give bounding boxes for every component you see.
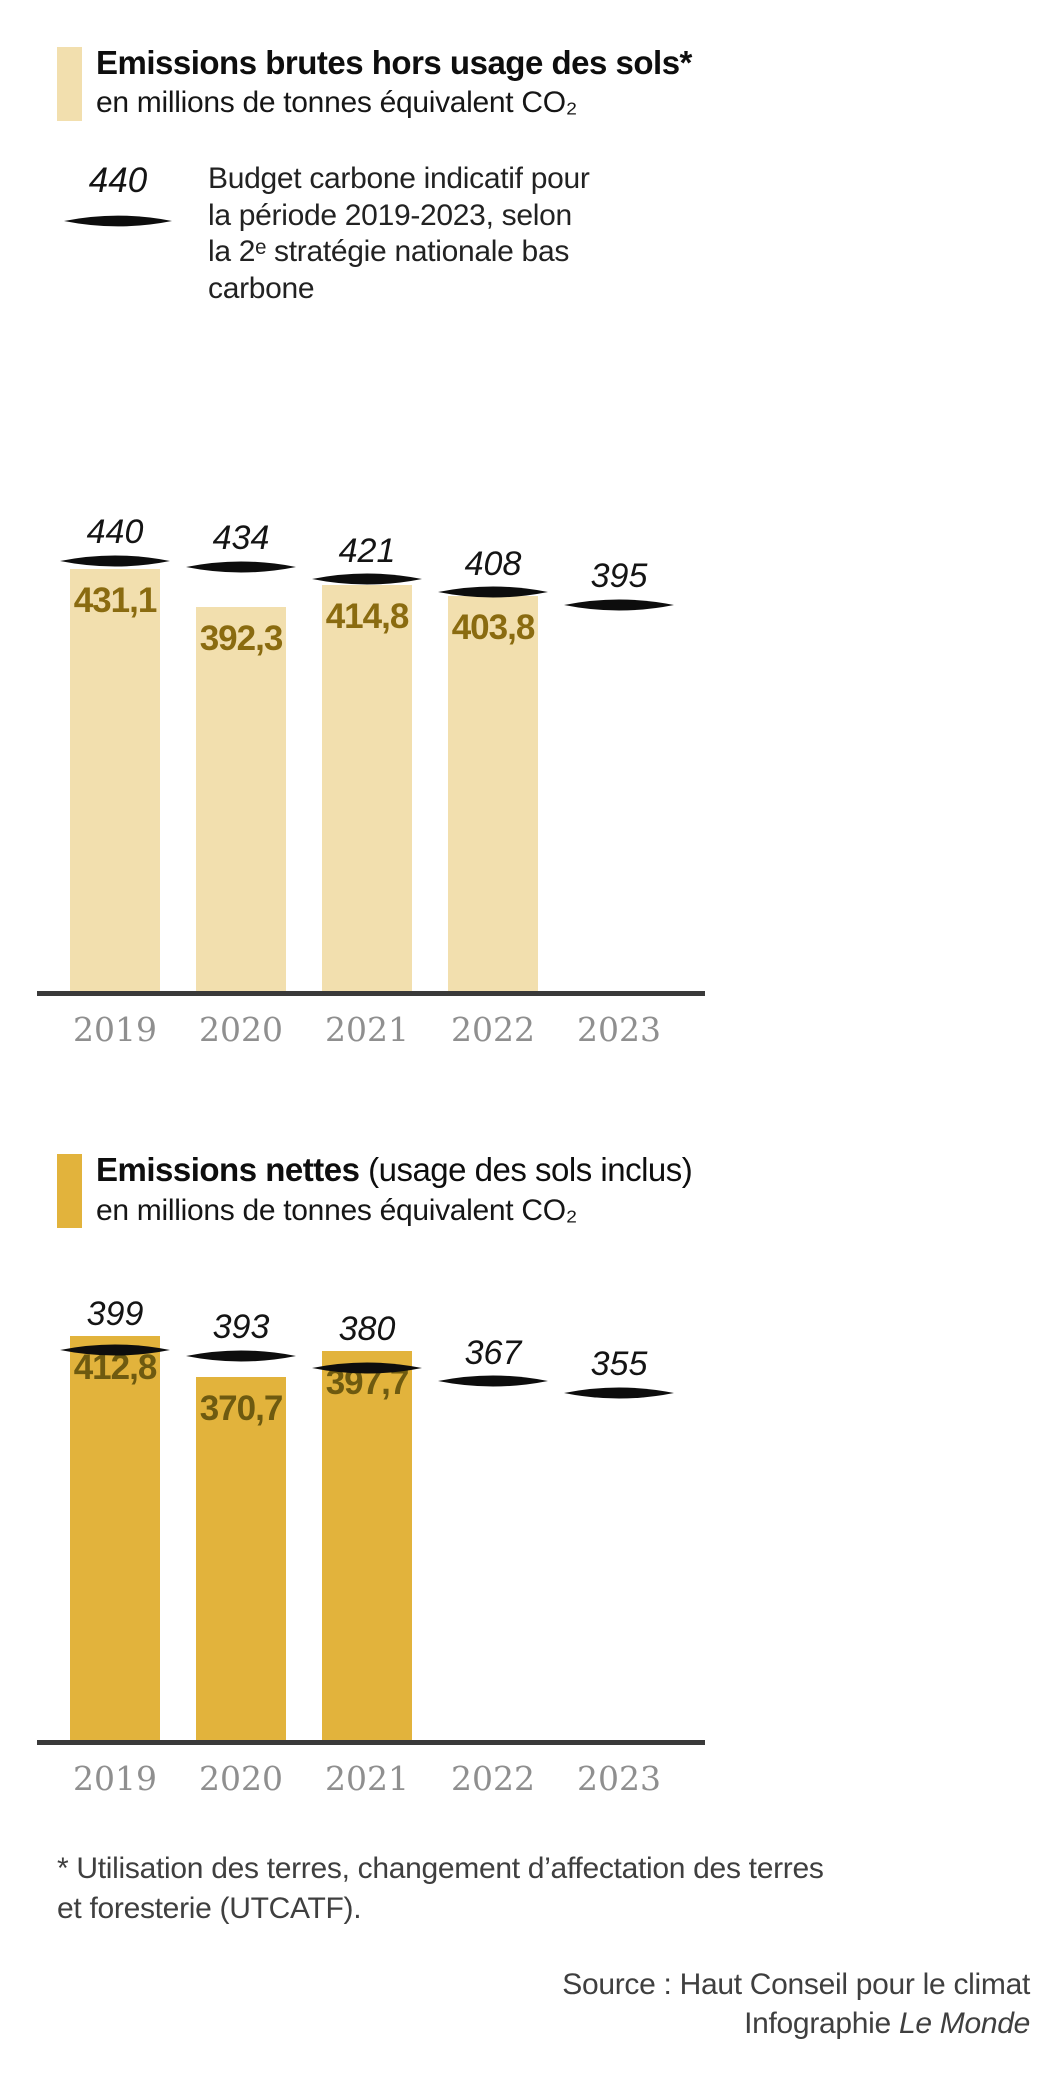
bar-2021 <box>322 585 412 992</box>
budget-legend: 440 Budget carbone indicatif pour la pér… <box>62 161 1050 307</box>
budget-marker <box>564 1387 674 1399</box>
bar-2022 <box>448 596 538 992</box>
chart1-axis-labels: 2019 2020 2021 2022 2023 <box>37 996 705 1054</box>
budget-marker <box>60 1344 170 1356</box>
budget-marker <box>312 573 422 585</box>
credit-name: Le Monde <box>898 2007 1030 2041</box>
budget-value-label: 395 <box>590 557 648 596</box>
budget-value-label: 367 <box>464 1333 522 1372</box>
budget-value-label: 434 <box>212 519 270 558</box>
budget-legend-line: carbone <box>208 271 315 305</box>
bar-value-label: 431,1 <box>73 581 158 621</box>
budget-value-label: 440 <box>86 513 144 552</box>
budget-marker <box>438 586 548 598</box>
chart2-title-bold: Emissions nettes <box>96 1151 360 1189</box>
budget-legend-text: Budget carbone indicatif pour la période… <box>208 161 590 307</box>
chart2-subtitle: en millions de tonnes équivalent CO₂ <box>96 1193 578 1227</box>
budget-legend-line: la période 2019-2023, selon <box>208 198 572 232</box>
bar-2019 <box>70 569 160 992</box>
bar-2020 <box>196 1377 286 1741</box>
chart2-title: Emissions nettes (usage des sols inclus) <box>96 1151 693 1189</box>
axis-year-label: 2021 <box>325 1010 409 1050</box>
chart2-color-swatch <box>57 1154 82 1229</box>
chart1-plot-area: 431,1 440 392,3 434 414,8 421 403,8 408 395 <box>37 511 705 992</box>
budget-marker <box>312 1362 422 1374</box>
chart2-title-block: Emissions nettes (usage des sols inclus)… <box>96 1151 693 1228</box>
axis-year-label: 2023 <box>577 1010 661 1050</box>
budget-legend-sample: 440 <box>62 161 174 307</box>
chart2-axis-labels: 2019 2020 2021 2022 2023 <box>37 1745 705 1803</box>
chart1-title: Emissions brutes hors usage des sols* <box>96 44 692 81</box>
bar-2019 <box>70 1336 160 1741</box>
chart2-plot-area: 412,8 399 370,7 393 397,7 380 367 355 <box>37 1260 705 1741</box>
bar-2020 <box>196 607 286 992</box>
budget-marker <box>60 555 170 567</box>
budget-value-label: 408 <box>464 544 522 583</box>
chart1-subtitle: en millions de tonnes équivalent CO₂ <box>96 86 578 120</box>
footnote-line: et foresterie (UTCATF). <box>57 1892 362 1926</box>
chart1-plot-wrap: 431,1 440 392,3 434 414,8 421 403,8 408 395 2019… <box>37 511 705 1054</box>
axis-year-label: 2020 <box>199 1759 283 1799</box>
budget-marker-icon <box>63 215 173 227</box>
budget-legend-line: Budget carbone indicatif pour <box>208 162 590 195</box>
net-emissions-chart-section: Emissions nettes (usage des sols inclus)… <box>0 1054 1050 1803</box>
footnote: * Utilisation des terres, changement d’a… <box>57 1849 1050 1929</box>
chart1-color-swatch <box>57 47 82 121</box>
budget-marker <box>186 561 296 572</box>
budget-value-label: 393 <box>212 1308 270 1347</box>
budget-value-label: 421 <box>338 531 396 570</box>
axis-year-label: 2023 <box>577 1759 661 1799</box>
source-line: Source : Haut Conseil pour le climat <box>562 1968 1030 2002</box>
budget-marker <box>438 1375 548 1387</box>
bar-value-label: 403,8 <box>451 608 536 648</box>
budget-value-label: 355 <box>590 1345 648 1384</box>
axis-year-label: 2022 <box>451 1010 535 1050</box>
source-block: Source : Haut Conseil pour le climat Inf… <box>0 1965 1050 2043</box>
bar-value-label: 392,3 <box>199 619 284 659</box>
bar-2021 <box>322 1351 412 1741</box>
chart2-header: Emissions nettes (usage des sols inclus)… <box>57 1054 1050 1229</box>
budget-legend-line: la 2ᵉ stratégie nationale bas <box>208 235 570 269</box>
axis-year-label: 2019 <box>73 1759 157 1799</box>
chart2-axis-line <box>37 1740 705 1746</box>
chart2-plot-wrap: 412,8 399 370,7 393 397,7 380 367 355 2019 2020 2… <box>37 1260 705 1803</box>
chart1-title-bold: Emissions brutes hors usage des sols* <box>96 44 692 81</box>
gross-emissions-chart-section: Emissions brutes hors usage des sols* en… <box>37 0 1050 1054</box>
chart1-axis-line <box>37 991 705 997</box>
axis-year-label: 2019 <box>73 1010 157 1050</box>
chart1-header: Emissions brutes hors usage des sols* en… <box>57 0 1050 121</box>
axis-year-label: 2022 <box>451 1759 535 1799</box>
budget-value-label: 380 <box>338 1309 396 1348</box>
chart1-title-block: Emissions brutes hors usage des sols* en… <box>96 44 692 121</box>
chart2-title-suffix: (usage des sols inclus) <box>359 1151 693 1189</box>
budget-marker <box>186 1350 296 1362</box>
axis-year-label: 2020 <box>199 1010 283 1050</box>
footnote-line: * Utilisation des terres, changement d’a… <box>57 1852 824 1886</box>
credit-prefix: Infographie <box>744 2007 899 2041</box>
axis-year-label: 2021 <box>325 1759 409 1799</box>
credit-line: Infographie Le Monde <box>0 2004 1030 2043</box>
bar-value-label: 370,7 <box>199 1389 284 1429</box>
budget-legend-sample-value: 440 <box>88 161 148 200</box>
budget-marker <box>564 599 674 611</box>
budget-value-label: 399 <box>86 1294 144 1333</box>
bar-value-label: 414,8 <box>325 597 410 637</box>
